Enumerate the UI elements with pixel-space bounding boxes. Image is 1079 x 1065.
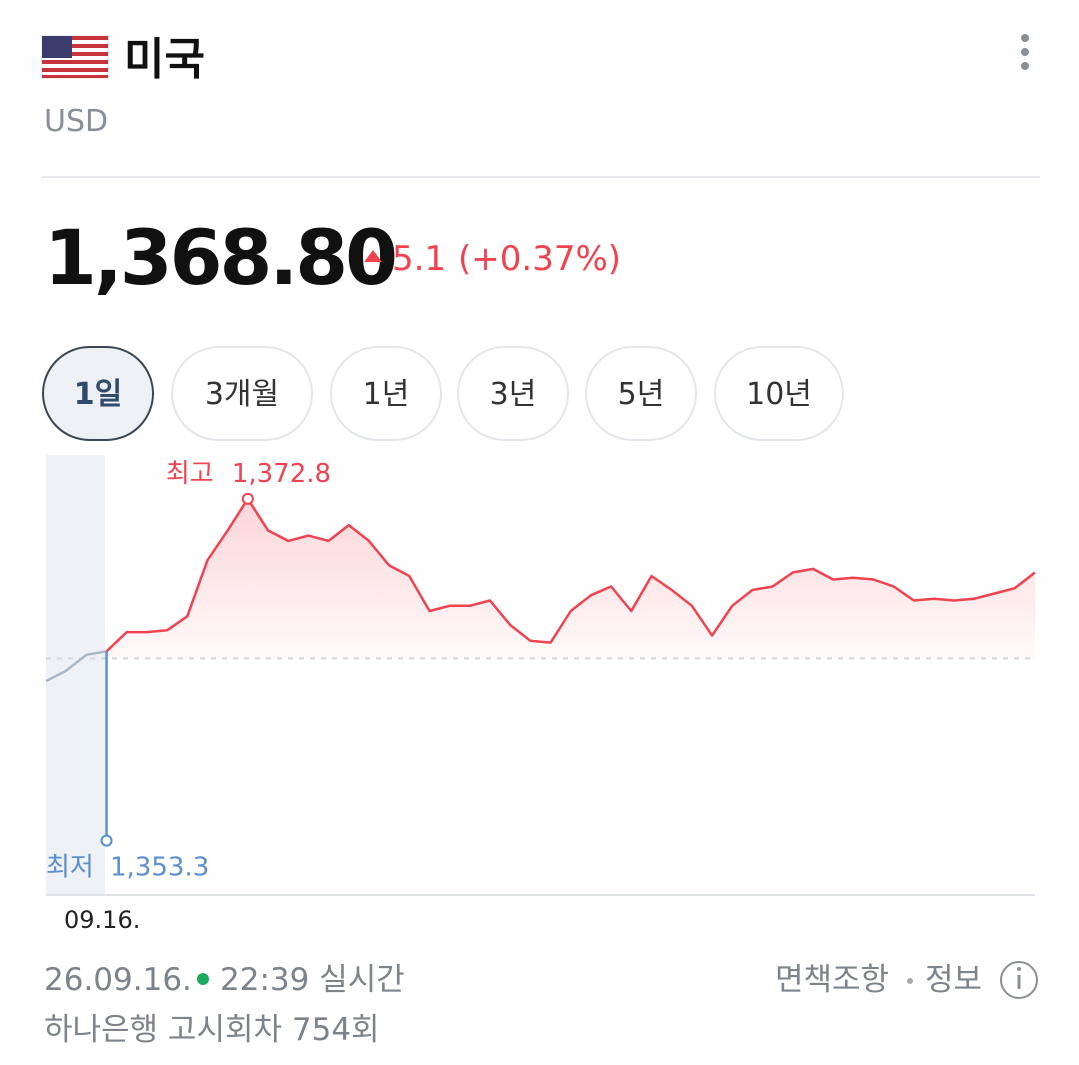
separator [907, 978, 913, 984]
tab-label[interactable]: 3개월 [205, 377, 279, 412]
low-value-label: 1,353.3 [110, 853, 209, 883]
date: 26.09.16. [44, 962, 192, 998]
tab[interactable]: 3개월 [171, 346, 313, 441]
price: 1,368.80 [44, 213, 395, 302]
period-tabs: 1일 3개월 1년 3년 5년 10년 [42, 346, 844, 441]
tab[interactable]: 1일 [42, 346, 154, 441]
info[interactable]: 정보 [925, 962, 982, 998]
country: 미국 [124, 34, 205, 85]
tab-pill[interactable] [330, 346, 442, 441]
high-value-label: 1,372.8 [232, 459, 331, 489]
tab[interactable]: 5년 [585, 346, 697, 441]
change-percent: (+0.37%) [458, 239, 621, 279]
tab-label[interactable]: 5년 [618, 377, 665, 412]
change: 5.1 [392, 239, 446, 279]
tab[interactable]: 10년 [714, 346, 844, 441]
time: 22:39 실시간 [220, 962, 405, 998]
tab-label[interactable]: 1일 [74, 377, 122, 412]
tab-label[interactable]: 3년 [490, 377, 537, 412]
live-dot [197, 973, 209, 985]
low-label: 최저 [46, 853, 94, 883]
tab-pill[interactable] [42, 346, 154, 441]
line [105, 497, 1036, 653]
tab-pill[interactable] [585, 346, 697, 441]
disclaimer[interactable]: 면책조항 [775, 962, 889, 998]
low-marker [100, 834, 113, 847]
tab-pill[interactable] [171, 346, 313, 441]
currency: USD [44, 104, 108, 139]
high-label: 최고 [166, 459, 214, 489]
info-icon[interactable] [1000, 961, 1038, 999]
flag [41, 35, 109, 79]
high-marker [241, 492, 254, 505]
line [45, 650, 107, 683]
tab-pill[interactable] [457, 346, 569, 441]
pre-market-band [46, 455, 105, 895]
more-menu[interactable] [1021, 34, 1029, 70]
tab-pill[interactable] [714, 346, 844, 441]
tab-label[interactable]: 10년 [746, 377, 812, 412]
line-area [106, 498, 1036, 659]
tab[interactable]: 1년 [330, 346, 442, 441]
tab-label[interactable]: 1년 [363, 377, 410, 412]
notice: 하나은행 고시회차 754회 [44, 1012, 380, 1048]
up-arrow [364, 250, 382, 262]
tab[interactable]: 3년 [457, 346, 569, 441]
plot: 최저 1,353.3 최고 1,372.8 [45, 459, 1036, 883]
x-label: 09.16. [64, 906, 140, 934]
